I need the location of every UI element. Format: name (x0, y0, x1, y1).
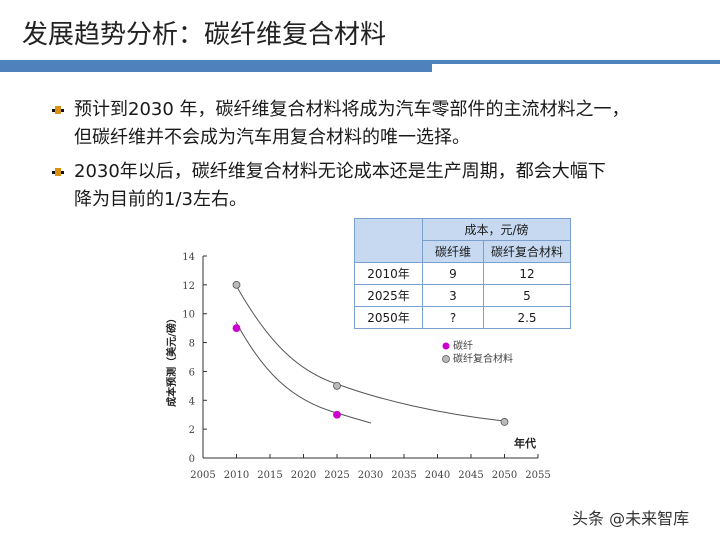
cost-table: 成本，元/磅 碳纤维 碳纤复合材料 2010年 9 12 2025年 3 5 2… (354, 218, 571, 329)
svg-text:碳纤: 碳纤 (453, 339, 473, 352)
table-col-header: 碳纤维 (422, 240, 484, 263)
svg-text:2: 2 (189, 425, 195, 436)
svg-text:2010: 2010 (224, 470, 249, 481)
data-point (232, 280, 241, 289)
table-group-header: 成本，元/磅 (422, 218, 571, 241)
table-col-header: 碳纤复合材料 (483, 240, 571, 263)
svg-text:2055: 2055 (525, 470, 550, 481)
table-row: 2025年 3 5 (354, 284, 571, 307)
chart-axes (202, 255, 539, 459)
x-axis-label: 年代 (514, 436, 536, 450)
bullet-icon (52, 168, 64, 176)
y-axis-label: 成本预测（美元/磅） (165, 313, 178, 407)
table-cell: 12 (483, 262, 571, 285)
svg-text:0: 0 (189, 454, 195, 465)
svg-text:2020: 2020 (291, 470, 316, 481)
bullet-line: 降为目前的1/3左右。 (74, 189, 247, 210)
svg-text:12: 12 (182, 281, 195, 292)
trend-line-cf (235, 321, 372, 424)
svg-text:2005: 2005 (190, 470, 215, 481)
svg-text:2030: 2030 (358, 470, 383, 481)
bullet-list: 预计到2030 年，碳纤维复合材料将成为汽车零部件的主流材料之一， 但碳纤维并不… (52, 96, 692, 214)
table-row: 2010年 9 12 (354, 262, 571, 285)
svg-text:2025: 2025 (324, 470, 349, 481)
bullet-line: 但碳纤维并不会成为汽车用复合材料的唯一选择。 (74, 127, 470, 148)
svg-text:2045: 2045 (458, 470, 483, 481)
table-cell-year: 2010年 (354, 262, 423, 285)
table-corner (354, 218, 423, 263)
svg-text:2035: 2035 (391, 470, 416, 481)
data-point (333, 410, 341, 419)
svg-text:2050: 2050 (492, 470, 517, 481)
bullet-icon (52, 106, 64, 114)
chart-legend: 碳纤 碳纤复合材料 (442, 339, 513, 365)
table-cell: 2.5 (483, 306, 571, 329)
svg-text:10: 10 (182, 310, 195, 321)
svg-text:2015: 2015 (257, 470, 282, 481)
bullet-item: 2030年以后，碳纤维复合材料无论成本还是生产周期，都会大幅下 降为目前的1/3… (52, 158, 692, 214)
svg-text:6: 6 (189, 367, 195, 378)
svg-text:2040: 2040 (425, 470, 450, 481)
watermark: 头条 @未来智库 (572, 509, 690, 528)
cost-forecast-chart: 0 2 4 6 8 10 12 14 2005 2010 2015 2020 2025 2030 2035… (165, 252, 551, 481)
data-point (500, 418, 509, 426)
title-bar-thin (432, 60, 720, 64)
bullet-item: 预计到2030 年，碳纤维复合材料将成为汽车零部件的主流材料之一， 但碳纤维并不… (52, 96, 692, 152)
svg-text:碳纤复合材料: 碳纤复合材料 (453, 352, 513, 365)
svg-text:4: 4 (189, 396, 195, 407)
bullet-line: 预计到2030 年，碳纤维复合材料将成为汽车零部件的主流材料之一， (74, 99, 630, 120)
table-cell-year: 2050年 (354, 306, 423, 329)
table-cell-year: 2025年 (354, 284, 423, 307)
title-bar-thick (0, 60, 432, 72)
table-row: 2050年 ? 2.5 (354, 306, 571, 329)
slide-title: 发展趋势分析：碳纤维复合材料 (22, 20, 387, 50)
svg-text:14: 14 (182, 252, 195, 263)
bullet-line: 2030年以后，碳纤维复合材料无论成本还是生产周期，都会大幅下 (74, 161, 606, 182)
data-point (232, 324, 241, 333)
svg-text:8: 8 (189, 339, 195, 350)
data-point (333, 381, 341, 390)
